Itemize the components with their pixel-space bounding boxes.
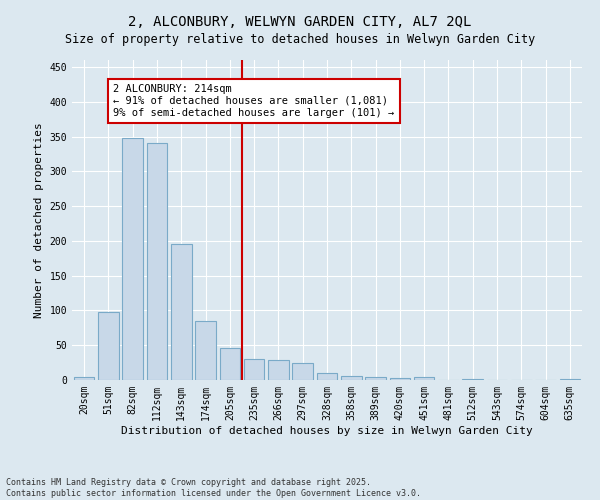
- Bar: [146, 144, 167, 380]
- Bar: [171, 244, 191, 380]
- Text: 2, ALCONBURY, WELWYN GARDEN CITY, AL7 2QL: 2, ALCONBURY, WELWYN GARDEN CITY, AL7 2Q…: [128, 15, 472, 29]
- Bar: [389, 378, 410, 380]
- Y-axis label: Number of detached properties: Number of detached properties: [34, 122, 44, 318]
- Bar: [414, 376, 434, 380]
- Bar: [365, 376, 386, 380]
- Bar: [195, 321, 216, 380]
- Bar: [122, 138, 143, 380]
- Bar: [98, 312, 119, 380]
- Bar: [292, 362, 313, 380]
- Text: 2 ALCONBURY: 214sqm
← 91% of detached houses are smaller (1,081)
9% of semi-deta: 2 ALCONBURY: 214sqm ← 91% of detached ho…: [113, 84, 395, 117]
- Bar: [220, 348, 240, 380]
- Text: Size of property relative to detached houses in Welwyn Garden City: Size of property relative to detached ho…: [65, 32, 535, 46]
- Bar: [341, 376, 362, 380]
- Bar: [244, 359, 265, 380]
- Bar: [463, 378, 483, 380]
- Bar: [268, 360, 289, 380]
- Text: Contains HM Land Registry data © Crown copyright and database right 2025.
Contai: Contains HM Land Registry data © Crown c…: [6, 478, 421, 498]
- Bar: [317, 373, 337, 380]
- Bar: [74, 376, 94, 380]
- X-axis label: Distribution of detached houses by size in Welwyn Garden City: Distribution of detached houses by size …: [121, 426, 533, 436]
